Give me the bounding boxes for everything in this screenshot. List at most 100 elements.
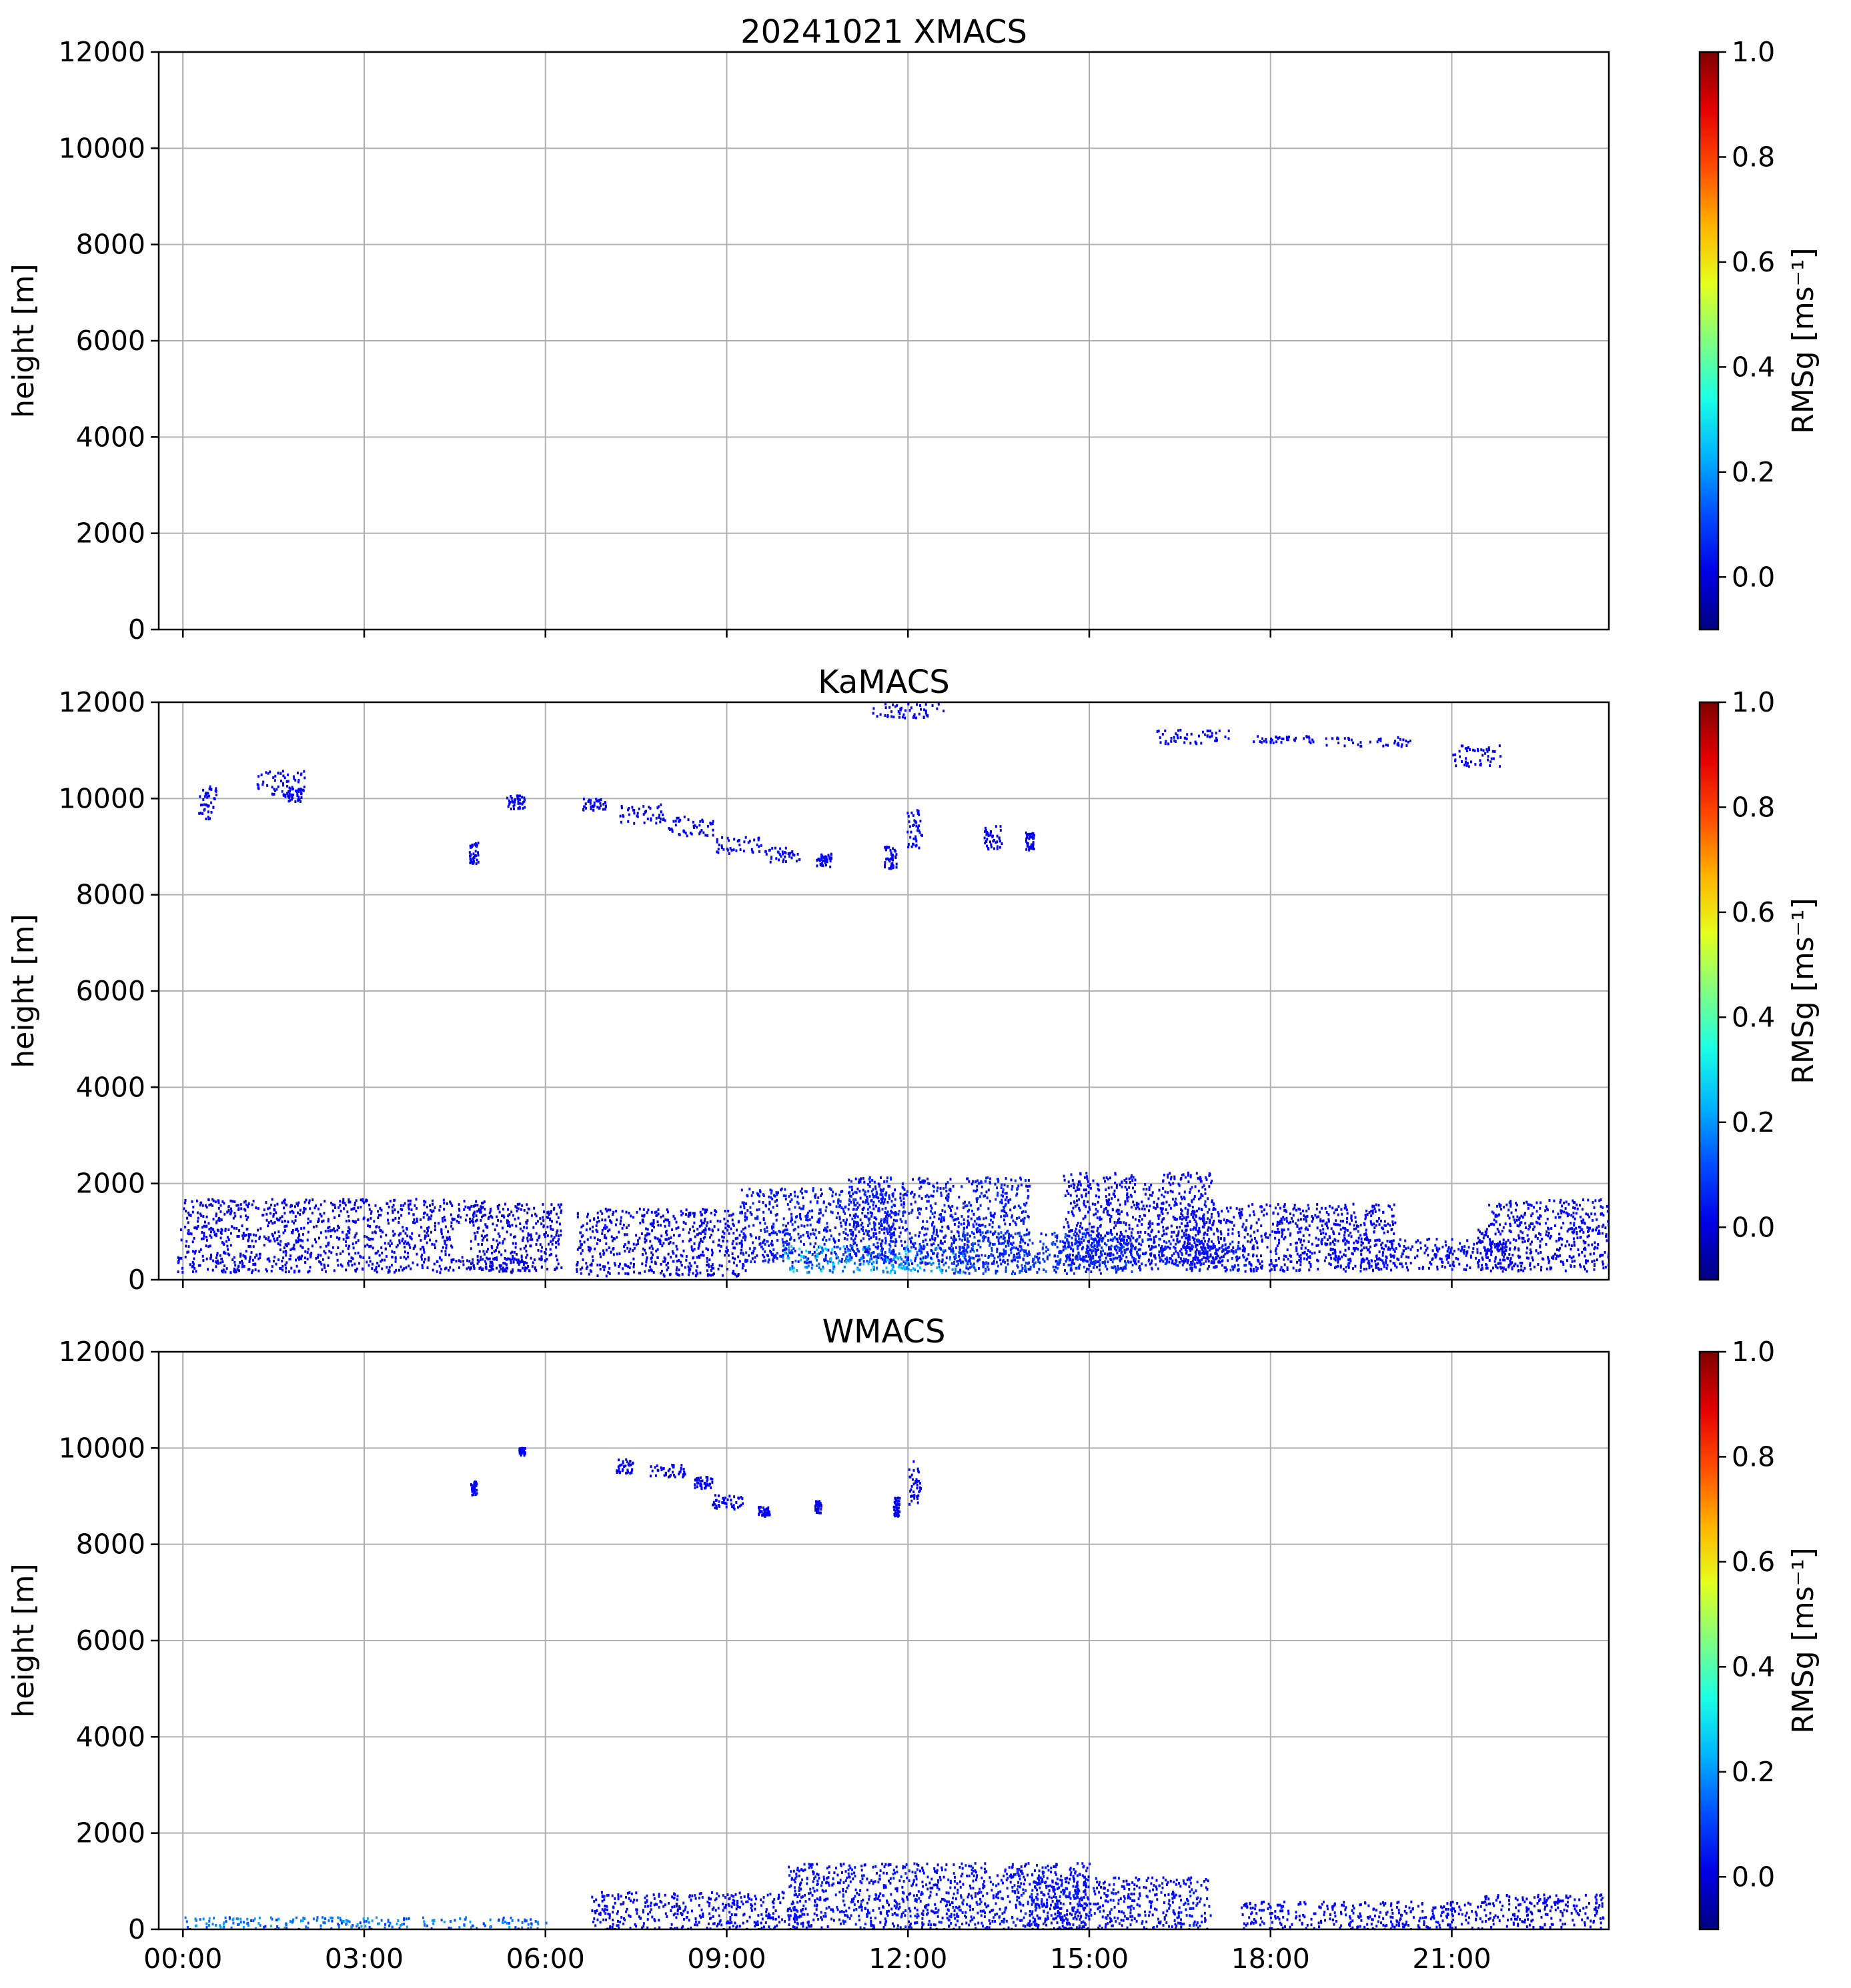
data-cell (244, 1256, 247, 1260)
data-cell (907, 702, 910, 706)
data-cell (655, 822, 658, 825)
data-cell (910, 1246, 912, 1249)
data-cell (476, 1230, 479, 1234)
data-cell (608, 1272, 611, 1275)
data-cell (859, 1218, 862, 1222)
data-cell (289, 1254, 291, 1257)
data-cell (354, 1201, 356, 1204)
data-cell (995, 1260, 998, 1264)
data-cell (898, 1235, 900, 1238)
data-cell (373, 1220, 376, 1223)
data-cell (908, 1263, 910, 1266)
data-cell (189, 1263, 191, 1266)
data-cell (423, 1230, 426, 1233)
data-cell (1162, 1254, 1165, 1257)
data-cell (271, 1222, 274, 1225)
data-cell (1157, 730, 1160, 733)
data-cell (662, 1242, 665, 1245)
data-cell (444, 1240, 446, 1242)
data-cell (191, 1265, 193, 1268)
data-cell (583, 805, 586, 808)
data-cell (677, 1226, 680, 1229)
data-cell (267, 1257, 270, 1260)
data-cell (970, 1217, 973, 1220)
data-cell (420, 1226, 423, 1229)
data-cell (853, 1223, 855, 1226)
data-cell (931, 1206, 933, 1210)
data-cell (560, 1211, 562, 1214)
data-cell (1387, 744, 1389, 747)
data-cell (608, 1228, 611, 1232)
data-cell (1097, 1243, 1100, 1246)
data-cell (200, 1214, 203, 1217)
data-cell (860, 1239, 862, 1242)
data-cell (537, 1248, 540, 1252)
data-cell (582, 1258, 584, 1261)
data-cell (1347, 737, 1350, 740)
data-cell (293, 1270, 295, 1274)
data-cell (953, 1262, 955, 1265)
data-cell (442, 1198, 445, 1202)
data-cell (374, 1231, 377, 1234)
data-cell (492, 1238, 495, 1241)
data-cell (772, 1226, 774, 1229)
data-cell (894, 1240, 896, 1244)
data-cell (880, 1256, 882, 1260)
data-cell (809, 1232, 812, 1236)
data-cell (997, 1178, 999, 1180)
data-cell (1281, 737, 1283, 740)
data-cell (1022, 1210, 1025, 1213)
data-cell (783, 1245, 786, 1248)
data-cell (1215, 736, 1218, 740)
data-cell (977, 1182, 980, 1185)
data-cell (642, 813, 645, 816)
data-cell (728, 839, 730, 842)
data-cell (726, 1268, 728, 1270)
data-cell (364, 1235, 366, 1238)
data-cell (207, 818, 210, 821)
data-cell (591, 1255, 594, 1258)
data-cell (740, 1239, 743, 1242)
data-cell (1095, 1194, 1097, 1198)
data-cell (932, 1232, 935, 1235)
data-cell (544, 1259, 546, 1262)
data-cell (282, 1256, 285, 1260)
data-cell (681, 1254, 684, 1258)
data-cell (593, 801, 596, 804)
data-cell (283, 1212, 286, 1215)
data-cell (526, 1240, 529, 1242)
data-cell (910, 1240, 912, 1244)
data-cell (1008, 1254, 1011, 1257)
data-cell (592, 1225, 594, 1228)
data-cell (1005, 1177, 1007, 1180)
data-cell (800, 1187, 803, 1190)
data-cell (699, 1271, 702, 1274)
data-cell (957, 1225, 960, 1228)
data-cell (247, 1245, 250, 1248)
data-cell (885, 1266, 888, 1270)
data-cell (983, 1265, 985, 1268)
data-cell (784, 855, 786, 858)
data-cell (310, 1255, 312, 1258)
data-cell (496, 1215, 498, 1218)
data-cell (677, 816, 680, 820)
data-cell (476, 1204, 479, 1207)
data-cell (377, 1216, 380, 1220)
data-cell (839, 1200, 842, 1203)
data-cell (989, 1177, 992, 1180)
data-cell (975, 1197, 978, 1200)
data-cell (900, 1240, 902, 1243)
data-cell (480, 1234, 483, 1238)
data-cell (818, 1208, 821, 1212)
data-cell (627, 1272, 630, 1276)
data-cell (616, 1236, 618, 1239)
panel-title: 20241021 XMACS (740, 13, 1027, 51)
data-cell (612, 1253, 615, 1256)
data-cell (644, 1240, 646, 1244)
data-cell (515, 1258, 518, 1262)
data-cell (871, 1212, 874, 1215)
data-cell (886, 1200, 889, 1204)
data-cell (746, 1209, 749, 1212)
data-cell (749, 1206, 752, 1209)
data-cell (408, 1212, 410, 1215)
